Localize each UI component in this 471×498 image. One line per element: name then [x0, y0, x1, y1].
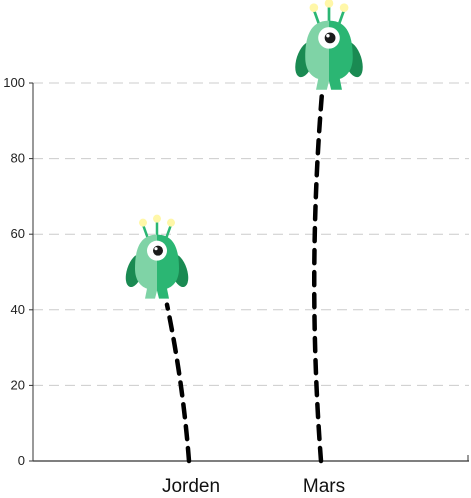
y-tick-label-80: 80 [11, 151, 25, 166]
gridlines [33, 82, 469, 386]
y-tick-label-0: 0 [18, 453, 25, 468]
x-axis-labels: Jorden Mars [162, 476, 345, 497]
y-tick-label-60: 60 [11, 226, 25, 241]
y-axis-ticks: 0 20 40 60 80 100 [3, 75, 33, 468]
trail-jorden [164, 302, 192, 464]
y-tick-label-20: 20 [11, 377, 25, 392]
x-category-label-jorden: Jorden [162, 476, 220, 497]
markers [120, 0, 369, 300]
trails [164, 90, 325, 464]
alien-marker-mars-icon [289, 0, 369, 92]
axes [32, 83, 469, 462]
alien-marker-jorden-icon [120, 213, 194, 300]
y-tick-label-40: 40 [11, 302, 25, 317]
trail-mars [312, 90, 325, 464]
x-category-label-mars: Mars [303, 476, 345, 497]
y-tick-label-100: 100 [3, 75, 25, 90]
